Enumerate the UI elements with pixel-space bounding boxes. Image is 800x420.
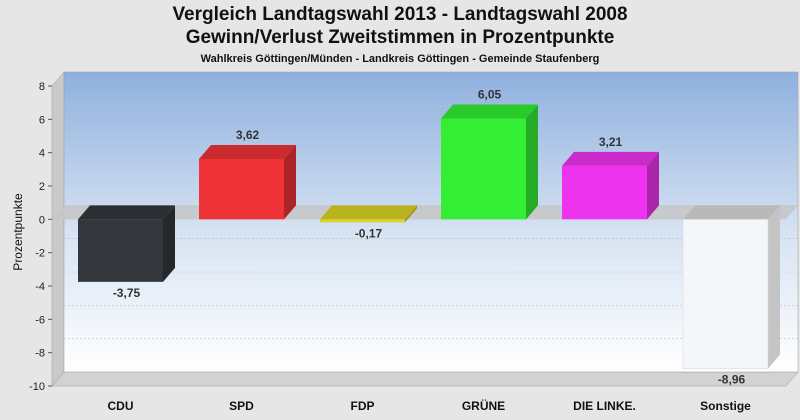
bar-spd — [199, 145, 296, 220]
x-tick-label: Sonstige — [700, 399, 751, 413]
bar-side — [768, 205, 780, 369]
chart-title: Vergleich Landtagswahl 2013 - Landtagswa… — [172, 4, 628, 25]
data-label: 3,62 — [236, 128, 260, 142]
bar-front — [78, 219, 163, 282]
bar-front — [320, 219, 405, 223]
x-tick-label: GRÜNE — [462, 398, 505, 413]
chart-subtitle: Gewinn/Verlust Zweitstimmen in Prozentpu… — [185, 27, 615, 48]
x-tick-label: SPD — [229, 399, 254, 413]
x-tick-label: FDP — [351, 399, 375, 413]
data-label: 6,05 — [478, 88, 502, 102]
bar-grüne — [441, 104, 538, 220]
back-wall — [63, 71, 799, 373]
data-label: 3,21 — [599, 135, 623, 149]
y-tick-label: -10 — [29, 381, 45, 393]
bar-top — [441, 104, 538, 119]
x-tick-label: CDU — [108, 399, 134, 413]
bar-top — [683, 205, 780, 220]
bar-front — [199, 159, 284, 220]
bar-front — [562, 165, 647, 220]
bar-side — [647, 151, 659, 220]
bar-side — [526, 104, 538, 220]
y-tick-label: 8 — [39, 81, 45, 93]
bar-cdu — [78, 205, 175, 282]
y-tick-label: -4 — [35, 281, 45, 293]
bar-sonstige — [682, 205, 780, 369]
bar-front — [441, 118, 526, 220]
data-label: -8,96 — [718, 373, 746, 387]
bar-side — [284, 145, 296, 220]
bar-side — [405, 205, 417, 223]
y-tick-label: -6 — [35, 314, 45, 326]
bar-fdp — [320, 205, 417, 223]
bar-front — [682, 219, 769, 369]
chart-subtitle-location: Wahlkreis Göttingen/Münden - Landkreis G… — [200, 53, 600, 65]
x-tick-label: DIE LINKE. — [573, 399, 636, 413]
left-wall — [51, 71, 65, 387]
y-tick-label: 2 — [39, 181, 45, 193]
bar-side — [163, 205, 175, 282]
y-tick-label: 6 — [39, 114, 45, 126]
y-tick-label: -8 — [35, 348, 45, 360]
floor — [51, 371, 799, 387]
data-label: -3,75 — [113, 286, 141, 300]
bar-top — [199, 145, 296, 159]
y-tick-label: -2 — [35, 248, 45, 260]
y-tick-label: 4 — [39, 148, 45, 160]
bar-top — [320, 205, 417, 220]
y-tick-label: 0 — [39, 214, 45, 226]
y-axis-label: Prozentpunkte — [11, 193, 25, 271]
bar-top — [78, 205, 175, 220]
data-label: -0,17 — [355, 226, 383, 240]
bar-top — [562, 151, 659, 166]
bar-die-linke — [562, 151, 659, 220]
